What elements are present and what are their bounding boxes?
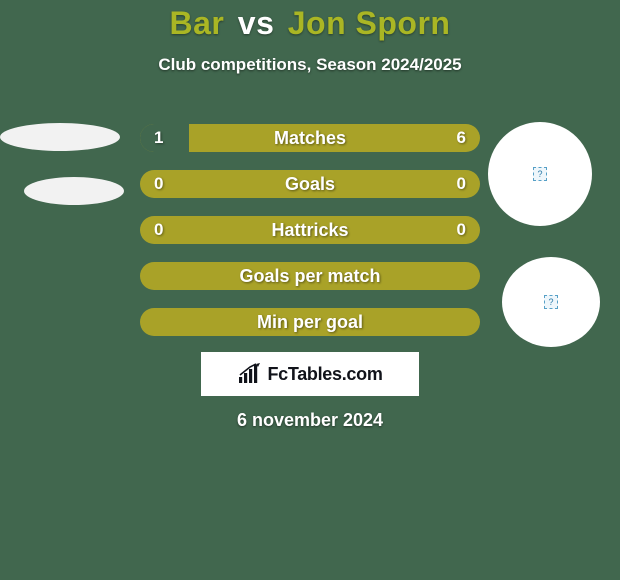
left-shape-1	[0, 123, 120, 151]
stat-label: Min per goal	[257, 312, 363, 333]
title-vs: vs	[238, 5, 275, 41]
page-title: Bar vs Jon Sporn	[0, 0, 620, 41]
stat-row: Min per goal	[140, 308, 480, 336]
image-placeholder-icon: ?	[533, 167, 547, 181]
infographic-container: Bar vs Jon Sporn Club competitions, Seas…	[0, 0, 620, 580]
stat-label: Goals per match	[239, 266, 380, 287]
brand-chart-icon	[237, 363, 263, 385]
image-placeholder-icon: ?	[544, 295, 558, 309]
stat-left-value: 0	[154, 174, 163, 194]
stat-row: Goals 0 0	[140, 170, 480, 198]
stat-row: Matches 1 6	[140, 124, 480, 152]
stat-label: Goals	[285, 174, 335, 195]
date-text: 6 november 2024	[237, 410, 383, 431]
stat-left-value: 1	[154, 128, 163, 148]
title-left-name: Bar	[170, 5, 225, 41]
brand-text: FcTables.com	[267, 364, 382, 385]
subtitle: Club competitions, Season 2024/2025	[0, 55, 620, 75]
brand-box: FcTables.com	[201, 352, 419, 396]
stat-bar-left-segment	[140, 124, 189, 152]
stat-right-value: 0	[457, 174, 466, 194]
stat-right-value: 6	[457, 128, 466, 148]
right-avatar-circle-2: ?	[502, 257, 600, 347]
right-avatar-circle-1: ?	[488, 122, 592, 226]
title-right-name: Jon Sporn	[288, 5, 451, 41]
stat-right-value: 0	[457, 220, 466, 240]
stats-panel: Matches 1 6 Goals 0 0 Hattricks 0 0 Goals per mat…	[140, 124, 480, 354]
stat-row: Goals per match	[140, 262, 480, 290]
stat-label: Matches	[274, 128, 346, 149]
stat-left-value: 0	[154, 220, 163, 240]
stat-row: Hattricks 0 0	[140, 216, 480, 244]
stat-label: Hattricks	[271, 220, 348, 241]
left-shape-2	[24, 177, 124, 205]
